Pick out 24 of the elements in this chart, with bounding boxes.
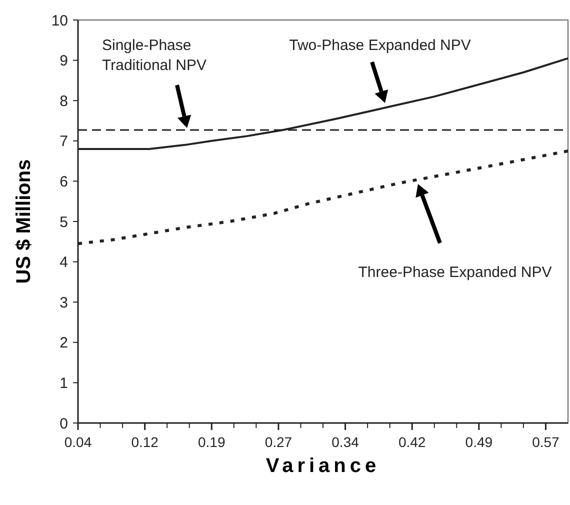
x-tick-label: 0.34 (332, 434, 360, 450)
x-axis-title: Variance (266, 455, 380, 477)
x-tick-label: 0.27 (264, 434, 292, 450)
y-tick-label: 8 (60, 92, 68, 110)
y-tick-label: 7 (60, 133, 68, 150)
y-tick-label: 3 (60, 294, 68, 312)
x-tick-label: 0.57 (532, 434, 560, 450)
y-tick-label: 10 (51, 12, 68, 30)
y-tick-label: 2 (60, 334, 68, 352)
annotation: Single-Phase Traditional NPV (102, 37, 206, 74)
x-tick-label: 0.49 (465, 434, 493, 450)
annotation: Two-Phase Expanded NPV (289, 37, 471, 54)
y-tick-label: 4 (60, 254, 68, 272)
x-tick-label: 0.19 (198, 434, 226, 450)
x-tick-label: 0.12 (131, 434, 159, 450)
y-tick-label: 1 (60, 374, 68, 392)
y-tick-label: 5 (60, 214, 68, 231)
y-tick-label: 9 (60, 52, 68, 70)
x-tick-label: 0.04 (64, 434, 92, 450)
y-tick-label: 6 (60, 173, 68, 190)
annotation: Three-Phase Expanded NPV (358, 264, 552, 281)
y-axis-title: US $ Millions (13, 159, 35, 284)
y-tick-label: 0 (60, 415, 68, 432)
x-tick-label: 0.42 (398, 434, 426, 450)
